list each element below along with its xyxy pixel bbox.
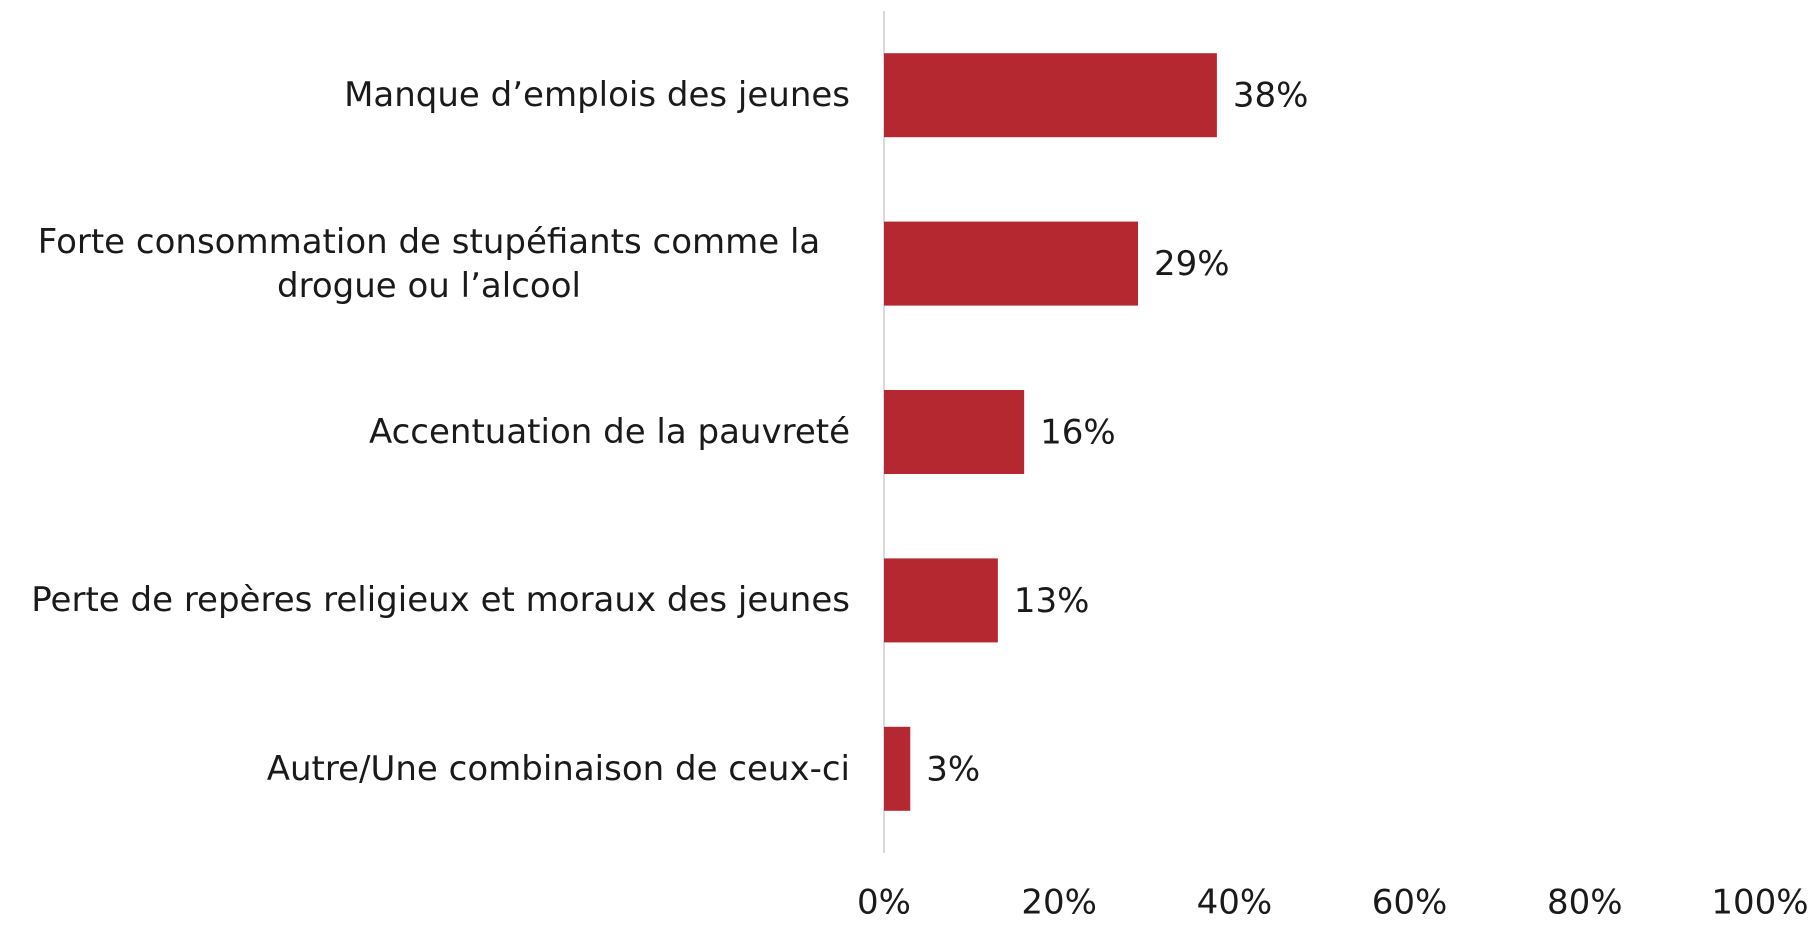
value-label: 16% <box>1040 413 1116 453</box>
bar <box>884 726 911 811</box>
category-label: Accentuation de la pauvreté <box>8 382 850 482</box>
value-label: 3% <box>926 749 980 789</box>
value-label: 29% <box>1154 244 1230 284</box>
category-label: Manque d’emplois des jeunes <box>8 45 850 145</box>
bar <box>884 558 998 643</box>
x-tick-label: 80% <box>1547 883 1623 923</box>
bar <box>884 390 1025 474</box>
bar <box>884 53 1217 138</box>
category-label: Perte de repères religieux et moraux des… <box>8 550 850 650</box>
x-tick-label: 40% <box>1197 883 1273 923</box>
x-tick-label: 100% <box>1711 883 1808 923</box>
x-tick-label: 20% <box>1021 883 1097 923</box>
category-text: Manque d’emplois des jeunes <box>344 75 850 116</box>
bar <box>884 221 1139 306</box>
category-text: Autre/Une combinaison de ceux-ci <box>266 748 850 789</box>
category-text: Perte de repères religieux et moraux des… <box>31 580 850 621</box>
value-label: 38% <box>1233 76 1309 116</box>
x-tick-label: 0% <box>857 883 911 923</box>
category-label: Forte consommation de stupéfiants comme … <box>8 214 850 314</box>
x-tick-label: 60% <box>1372 883 1448 923</box>
category-text: Accentuation de la pauvreté <box>368 412 850 452</box>
category-label: Autre/Une combinaison de ceux-ci <box>8 719 850 819</box>
value-label: 13% <box>1014 581 1090 621</box>
category-text: Forte consommation de stupéfiants comme … <box>37 221 821 306</box>
